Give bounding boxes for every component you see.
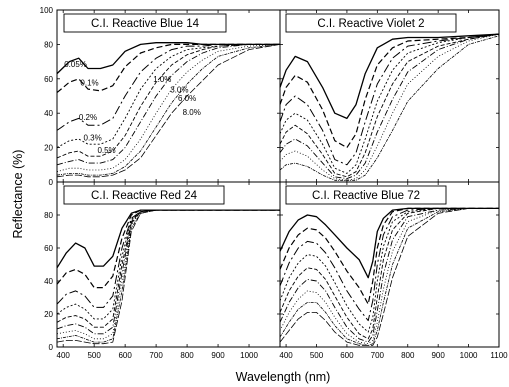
series-line-5 <box>56 43 280 159</box>
y-tick-label: 80 <box>44 211 53 220</box>
x-tick-label: 400 <box>279 351 293 360</box>
x-tick-label: 500 <box>87 351 101 360</box>
series-line-8 <box>56 209 280 343</box>
series-line-4 <box>279 207 499 333</box>
series-line-9 <box>56 44 281 178</box>
x-tick-label: 800 <box>180 351 194 360</box>
y-axis-title: Reflectance (%) <box>11 150 25 239</box>
panel-title: C.I. Reactive Red 24 <box>91 190 198 202</box>
series-line-6 <box>56 209 280 335</box>
panel-title: C.I. Reactive Blue 72 <box>312 190 420 202</box>
concentration-label: 6.0% <box>178 94 196 103</box>
y-tick-label: 20 <box>44 144 53 153</box>
series-line-4 <box>56 209 280 320</box>
x-axis-title: Wavelength (nm) <box>236 370 331 384</box>
x-tick-label: 1000 <box>460 351 478 360</box>
x-tick-label: 800 <box>401 351 415 360</box>
concentration-label: 0.05% <box>64 60 87 69</box>
concentration-label: 3.0% <box>170 86 188 95</box>
panels-group: 0.05% 0.1% 0.2% 0.3% 0.5% 1.0% 3.0%6.0% 8.0% C.I… <box>56 9 500 348</box>
y-tick-label: 40 <box>44 109 53 118</box>
x-tick-label: 700 <box>371 351 385 360</box>
x-tick-label: 600 <box>118 351 132 360</box>
series-line-7 <box>56 44 281 173</box>
concentration-label: 1.0% <box>153 75 171 84</box>
panel-title-box <box>285 13 457 33</box>
concentration-label: 8.0% <box>183 108 201 117</box>
x-tick-label: 1000 <box>240 351 258 360</box>
series-line-8 <box>56 44 281 176</box>
y-tick-label: 40 <box>44 277 53 286</box>
series-line-8 <box>279 208 499 346</box>
series-line-3 <box>56 209 280 308</box>
series-line-3 <box>279 33 500 166</box>
x-tick-label: 700 <box>149 351 163 360</box>
concentration-label: 0.1% <box>80 79 98 88</box>
series-line-7 <box>279 33 500 181</box>
concentration-label: 0.2% <box>79 113 97 122</box>
panel-4: C.I. Reactive Blue 72 <box>279 181 500 348</box>
x-tick-label: 900 <box>211 351 225 360</box>
panel-title: C.I. Reactive Blue 14 <box>91 18 200 30</box>
panel-1: 0.05% 0.1% 0.2% 0.3% 0.5% 1.0% 3.0%6.0% 8.0% C.I… <box>56 9 281 183</box>
y-tick-label: 60 <box>44 244 53 253</box>
series-line-3 <box>279 207 499 322</box>
panel-3: C.I. Reactive Red 24 <box>56 181 281 348</box>
series-line-2 <box>279 33 500 149</box>
series-line-6 <box>279 33 500 180</box>
series-line-6 <box>56 43 280 166</box>
series-line-1 <box>279 207 499 279</box>
y-tick-label: 20 <box>44 310 53 319</box>
panel-frame <box>279 181 500 348</box>
concentration-label: 0.3% <box>84 134 102 143</box>
series-line-4 <box>279 33 500 174</box>
panel-title: C.I. Reactive Violet 2 <box>317 18 424 30</box>
series-line-9 <box>56 209 280 345</box>
y-tick-label: 0 <box>49 343 54 352</box>
series-line-9 <box>279 208 499 346</box>
panel-2: C.I. Reactive Violet 2 <box>279 9 500 183</box>
series-line-6 <box>279 207 499 343</box>
series-line-5 <box>279 207 499 340</box>
series-line-2 <box>56 43 280 94</box>
x-tick-label: 500 <box>310 351 324 360</box>
series-line-2 <box>279 207 499 305</box>
series-line-4 <box>56 43 280 148</box>
panel-title-box <box>63 13 227 33</box>
y-tick-label: 60 <box>44 75 53 84</box>
x-tick-label: 1100 <box>490 351 508 360</box>
panel-title-box <box>285 185 447 205</box>
x-tick-label: 900 <box>431 351 445 360</box>
y-tick-label: 80 <box>44 40 53 49</box>
concentration-label: 0.5% <box>97 146 115 155</box>
x-tick-label: 400 <box>57 351 71 360</box>
y-tick-label: 0 <box>49 178 54 187</box>
x-tick-label: 600 <box>340 351 354 360</box>
series-line-1 <box>279 33 500 120</box>
y-tick-label: 100 <box>40 6 54 15</box>
panel-title-box <box>63 185 225 205</box>
series-line-5 <box>279 33 500 178</box>
